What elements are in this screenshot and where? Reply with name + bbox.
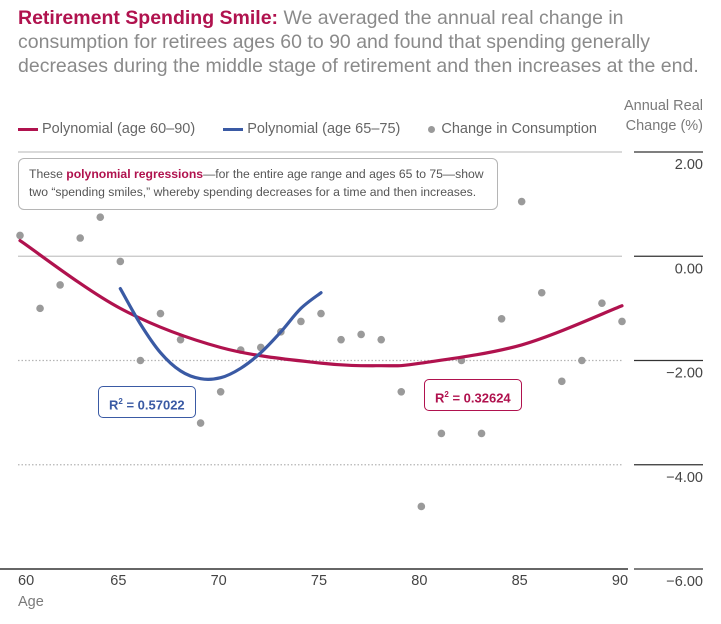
- x-tick-label: 75: [311, 573, 327, 589]
- chart-title-description: We averaged the annual real change in co…: [18, 7, 699, 77]
- r2-prefix-60-90: R: [435, 390, 445, 406]
- data-point: [297, 317, 305, 326]
- x-tick-label: 80: [411, 573, 427, 589]
- r2-value-60-90: = 0.32624: [448, 390, 511, 406]
- data-point: [36, 304, 44, 313]
- data-point: [377, 335, 386, 344]
- legend-label-poly-60-90: Polynomial (age 60–90): [42, 121, 196, 137]
- r2-sup-65-75: 2: [118, 397, 123, 406]
- chart-title: Retirement Spending Smile: We averaged t…: [18, 6, 708, 78]
- data-point: [397, 387, 406, 396]
- data-point: [176, 335, 185, 344]
- legend-dot-consumption: [428, 125, 436, 133]
- trend-line-poly-65-75: [118, 287, 323, 381]
- data-points: [16, 197, 626, 511]
- data-point: [196, 419, 205, 427]
- y-tick-label: −2.00: [666, 366, 703, 382]
- data-point: [317, 309, 325, 318]
- y-ticks: 2.00 0.00 −2.00 −4.00 −6.00: [634, 151, 703, 590]
- trend-curves: [18, 239, 624, 381]
- y-axis-title: Annual Real Change (%): [590, 96, 703, 136]
- y-tick-label: 0.00: [675, 261, 703, 277]
- legend-label-consumption: Change in Consumption: [441, 121, 597, 137]
- data-point: [357, 330, 365, 339]
- chart-title-lead: Retirement Spending Smile:: [18, 7, 279, 29]
- r2-value-65-75: = 0.57022: [122, 397, 185, 413]
- annotation-bold: polynomial regressions: [66, 167, 204, 181]
- x-ticks: 60 65 70 75 80 85 90: [18, 573, 628, 589]
- annotation-prefix: These: [29, 167, 63, 181]
- legend-swatch-poly-65-75: [223, 127, 244, 131]
- data-point: [136, 356, 145, 365]
- x-tick-label: 70: [211, 573, 227, 589]
- trend-line-poly-60-90: [18, 239, 624, 368]
- data-point: [76, 234, 84, 242]
- data-point: [96, 213, 105, 221]
- data-point: [16, 231, 24, 240]
- legend-item-consumption: Change in Consumption: [428, 121, 597, 137]
- legend: Polynomial (age 60–90) Polynomial (age 6…: [18, 121, 621, 137]
- data-point: [417, 502, 426, 511]
- annotation-box: These polynomial regressions—for the ent…: [18, 158, 498, 210]
- data-point: [156, 309, 165, 318]
- y-tick-label: 2.00: [675, 157, 703, 173]
- data-point: [578, 356, 586, 365]
- legend-label-poly-65-75: Polynomial (age 65–75): [247, 121, 401, 137]
- x-axis-title: Age: [18, 594, 44, 610]
- x-tick-label: 85: [512, 573, 528, 589]
- data-point: [517, 197, 526, 206]
- r2-prefix-65-75: R: [109, 397, 119, 413]
- data-point: [618, 317, 626, 326]
- x-tick-label: 90: [612, 573, 628, 589]
- y-axis-title-line-2: Change (%): [625, 118, 703, 134]
- y-axis-title-line-1: Annual Real: [624, 98, 703, 114]
- data-point: [598, 299, 606, 307]
- data-point: [537, 288, 546, 297]
- legend-item-poly-60-90: Polynomial (age 60–90): [18, 121, 195, 137]
- data-point: [558, 377, 566, 386]
- data-point: [337, 335, 345, 344]
- data-point: [497, 315, 506, 323]
- annotation-suffix: —for the entire age range and ages 65 to…: [29, 167, 484, 199]
- r2-sup-60-90: 2: [444, 390, 449, 399]
- data-point: [56, 281, 64, 289]
- x-tick-label: 60: [18, 573, 34, 589]
- data-point: [437, 429, 446, 438]
- r2-label-poly-60-90: R2 = 0.32624: [424, 379, 522, 411]
- r2-label-poly-65-75: R2 = 0.57022: [98, 386, 196, 418]
- legend-swatch-poly-60-90: [18, 127, 38, 131]
- legend-item-poly-65-75: Polynomial (age 65–75): [223, 121, 400, 137]
- data-point: [477, 429, 486, 438]
- grid: [0, 151, 628, 570]
- data-point: [216, 387, 225, 396]
- y-tick-label: −6.00: [666, 574, 703, 590]
- data-point: [116, 257, 125, 266]
- x-tick-label: 65: [110, 573, 126, 589]
- y-tick-label: −4.00: [666, 470, 703, 486]
